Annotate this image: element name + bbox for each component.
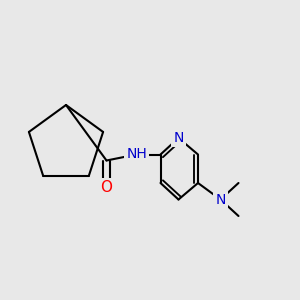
Text: O: O [100, 180, 112, 195]
Text: NH: NH [126, 148, 147, 161]
Text: N: N [215, 193, 226, 206]
Text: N: N [173, 131, 184, 145]
